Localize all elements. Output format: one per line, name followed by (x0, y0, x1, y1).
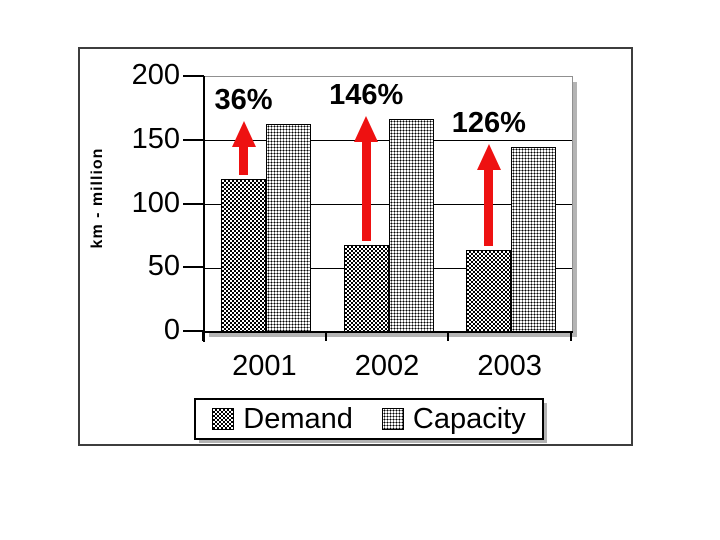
x-label-2001: 2001 (232, 350, 297, 382)
x-axis-line (203, 331, 573, 333)
y-tick-label-150: 150 (131, 122, 180, 155)
gridline-150 (204, 140, 572, 142)
x-label-2002: 2002 (354, 350, 420, 382)
legend-swatch-demand (212, 408, 235, 430)
bar-capacity-2002 (388, 119, 434, 332)
bar-capacity-2003 (511, 147, 557, 332)
gridline-100 (204, 204, 572, 205)
legend-label-demand: Demand (243, 402, 353, 435)
chart-frame: km - million 36% 146% 126% Demand Capacity… (78, 47, 633, 446)
plot-area: 36% 146% 126% (203, 76, 573, 342)
legend: Demand Capacity (194, 398, 544, 440)
increase-arrow-shaft-2001 (239, 145, 248, 175)
y-tick-label-0: 0 (163, 314, 180, 346)
y-tick-200 (183, 75, 204, 77)
pct-label-2001: 36% (214, 84, 273, 117)
y-tick-50 (183, 266, 204, 269)
increase-arrow-shaft-2003 (484, 168, 494, 247)
increase-arrow-head-2001 (231, 121, 256, 148)
y-tick-label-50: 50 (147, 250, 180, 283)
y-tick-label-100: 100 (131, 186, 180, 219)
legend-label-capacity: Capacity (412, 402, 526, 435)
bar-demand-2002 (343, 245, 389, 332)
bar-capacity-2001 (266, 124, 311, 332)
y-tick-100 (183, 202, 204, 205)
bar-demand-2001 (221, 179, 266, 332)
x-tick-1 (324, 331, 327, 341)
x-tick-2 (447, 331, 450, 341)
y-tick-label-200: 200 (131, 59, 180, 91)
increase-arrow-shaft-2002 (361, 140, 371, 242)
x-tick-0 (202, 331, 204, 341)
y-tick-0 (183, 330, 204, 332)
pct-label-2003: 126% (451, 107, 526, 140)
increase-arrow-head-2002 (354, 116, 379, 143)
y-tick-150 (183, 138, 204, 141)
increase-arrow-head-2003 (476, 144, 501, 171)
pct-label-2002: 146% (329, 79, 404, 112)
legend-swatch-capacity (381, 408, 404, 430)
x-label-2003: 2003 (477, 350, 542, 382)
x-tick-3 (570, 331, 572, 341)
bar-demand-2003 (466, 250, 512, 332)
y-axis-line (203, 76, 205, 342)
